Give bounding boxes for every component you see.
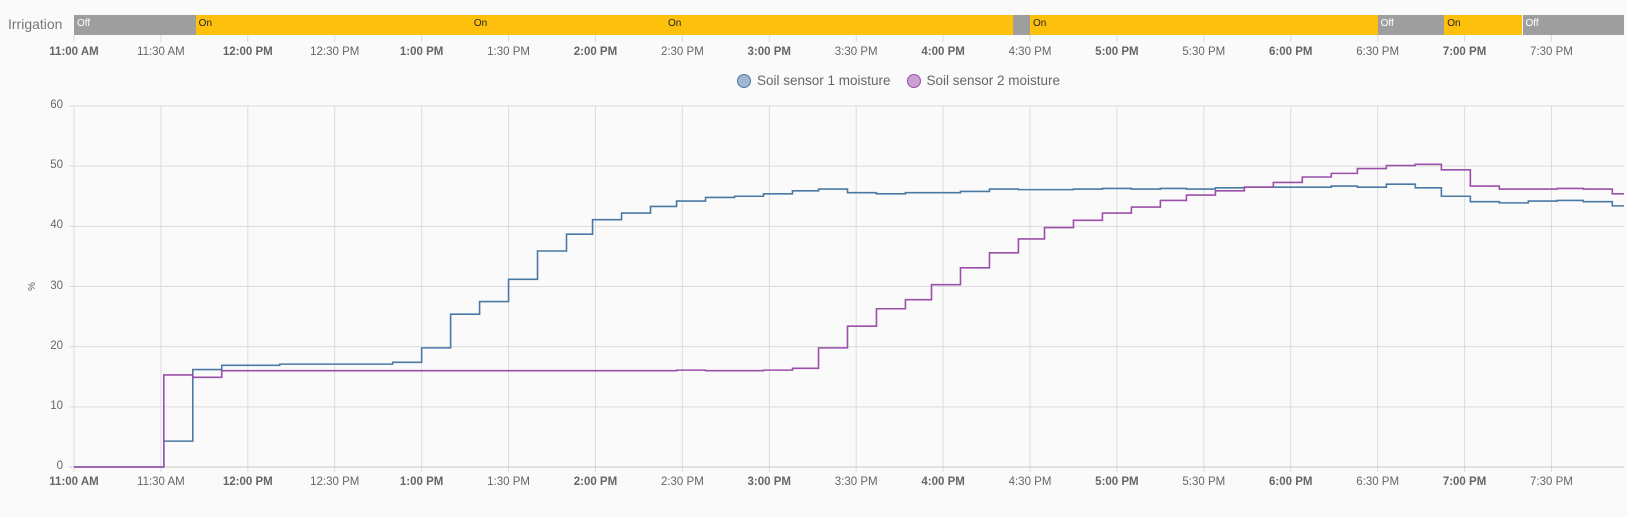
x-tick-label: 3:00 PM: [747, 46, 791, 58]
x-tick-label: 3:00 PM: [747, 476, 791, 488]
x-tick-label: 6:30 PM: [1356, 476, 1400, 488]
x-tick-label: 11:30 AM: [137, 46, 185, 58]
x-tick-label: 5:30 PM: [1182, 476, 1226, 488]
x-tick-label: 12:30 PM: [310, 476, 360, 488]
timeline-segment-off[interactable]: Off: [74, 15, 196, 35]
x-tick-label: 2:30 PM: [660, 476, 704, 488]
x-tick-label: 4:00 PM: [921, 46, 965, 58]
x-tick-label: 4:00 PM: [921, 476, 965, 488]
x-tick-label: 7:00 PM: [1442, 476, 1487, 488]
timeline-segment-off[interactable]: Off: [1522, 15, 1624, 35]
legend-label: Soil sensor 2 moisture: [926, 73, 1061, 88]
timeline-segment-on[interactable]: On: [1030, 15, 1378, 35]
x-tick-label: 11:00 AM: [49, 476, 99, 488]
x-tick-label: 5:30 PM: [1182, 46, 1226, 58]
x-tick-label: 2:30 PM: [660, 46, 704, 58]
timeline-segment-on[interactable]: On: [195, 15, 471, 35]
y-tick-label: 0: [56, 460, 63, 472]
x-tick-label: 4:30 PM: [1008, 46, 1052, 58]
timeline-segment-on[interactable]: On: [664, 15, 1013, 35]
x-tick-label: 1:30 PM: [487, 476, 530, 488]
y-tick-label: 10: [50, 399, 63, 412]
legend-label: Soil sensor 1 moisture: [756, 73, 891, 88]
y-tick-label: 60: [50, 99, 63, 111]
irrigation-timeline: Off On On On On Off On Off: [74, 15, 1625, 35]
x-tick-label: 5:00 PM: [1095, 476, 1139, 488]
x-tick-label: 7:00 PM: [1442, 46, 1487, 58]
legend-item-sensor-1[interactable]: Soil sensor 1 moisture: [736, 73, 891, 88]
legend-item-sensor-2[interactable]: Soil sensor 2 moisture: [906, 73, 1061, 88]
x-tick-label: 12:00 PM: [222, 476, 273, 488]
x-tick-label: 12:30 PM: [310, 46, 360, 58]
x-tick-label: 4:30 PM: [1008, 476, 1052, 488]
y-tick-label: 30: [50, 279, 63, 292]
legend-color-dot: [906, 73, 921, 88]
x-tick-label: 2:00 PM: [573, 476, 618, 488]
series-line-sensor-1: [74, 183, 1624, 468]
x-tick-label: 7:30 PM: [1530, 46, 1573, 58]
timeline-segment-off[interactable]: Off: [1377, 15, 1445, 35]
x-tick-label: 11:00 AM: [49, 46, 99, 58]
legend-color-dot: [736, 73, 751, 88]
x-tick-label: 6:30 PM: [1356, 46, 1400, 58]
timeline-segment-on[interactable]: On: [470, 15, 665, 35]
x-tick-label: 1:00 PM: [399, 476, 444, 488]
y-tick-label: 20: [50, 339, 63, 352]
x-tick-label: 6:00 PM: [1269, 46, 1313, 58]
x-tick-label: 1:30 PM: [487, 46, 530, 58]
x-tick-label: 2:00 PM: [573, 46, 618, 58]
x-tick-label: 1:00 PM: [399, 46, 444, 58]
x-tick-label: 12:00 PM: [222, 46, 273, 58]
x-tick-label: 7:30 PM: [1530, 476, 1573, 488]
timeline-entity-label: Irrigation: [8, 16, 63, 32]
timeline-segment-on[interactable]: On: [1444, 15, 1523, 35]
series-line-sensor-2: [74, 163, 1624, 468]
x-tick-label: 3:30 PM: [834, 476, 878, 488]
chart-legend: Soil sensor 1 moisture Soil sensor 2 moi…: [0, 73, 1627, 88]
x-tick-label: 3:30 PM: [834, 46, 878, 58]
y-tick-label: 50: [50, 159, 63, 172]
x-tick-label: 11:30 AM: [137, 476, 185, 488]
timeline-segment-off[interactable]: [1012, 15, 1030, 35]
y-tick-label: 40: [50, 219, 63, 232]
x-tick-label: 5:00 PM: [1095, 46, 1139, 58]
x-tick-label: 6:00 PM: [1269, 476, 1313, 488]
